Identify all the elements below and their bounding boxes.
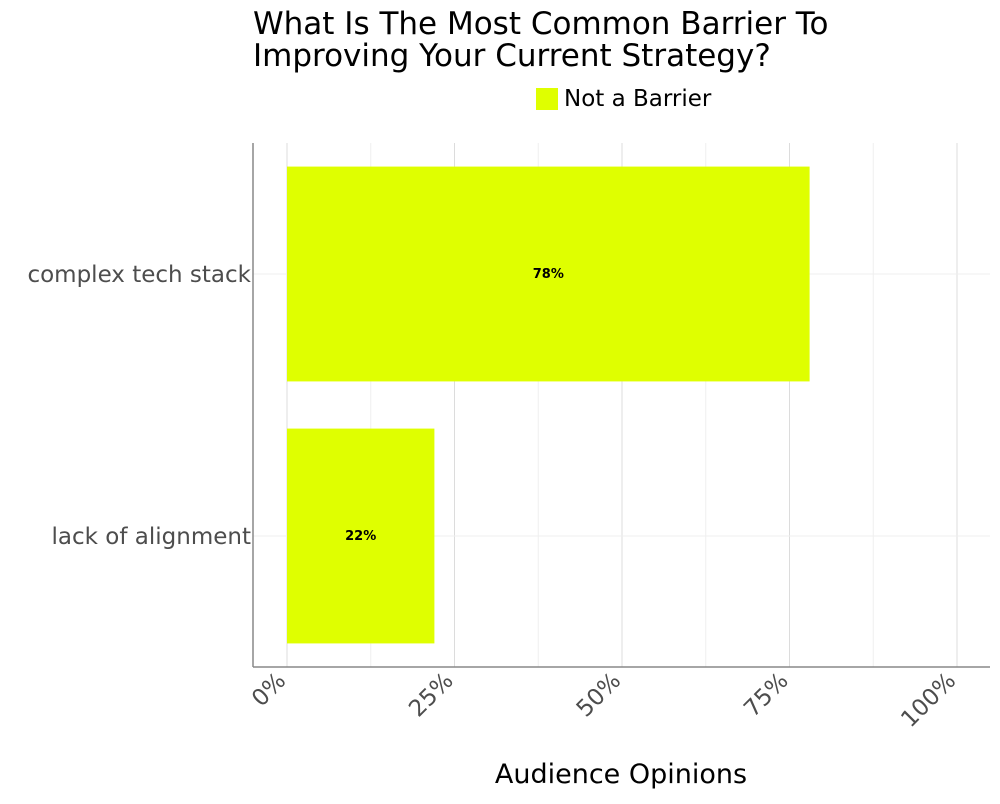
legend-label: Not a Barrier xyxy=(564,86,712,112)
x-tick-label: 50% xyxy=(572,668,627,723)
bar xyxy=(287,428,435,644)
x-tick-label: 0% xyxy=(247,668,291,712)
bar xyxy=(287,166,810,382)
x-tick-label: 25% xyxy=(404,668,459,723)
legend: Not a Barrier xyxy=(536,86,712,112)
x-axis-title: Audience Opinions xyxy=(495,759,747,790)
text-layer: What Is The Most Common Barrier To Impro… xyxy=(27,6,961,790)
y-tick-label: complex tech stack xyxy=(27,262,251,288)
chart-title-line-2: Improving Your Current Strategy? xyxy=(253,38,771,74)
axis-layer xyxy=(252,143,990,668)
bar-layer xyxy=(287,166,810,644)
chart-title-line-1: What Is The Most Common Barrier To xyxy=(253,6,828,42)
bar-data-label: 22% xyxy=(345,529,376,544)
bar-data-label: 78% xyxy=(533,267,564,282)
x-tick-label: 100% xyxy=(896,668,961,733)
y-tick-label: lack of alignment xyxy=(52,524,251,550)
x-tick-label: 75% xyxy=(739,668,794,723)
legend-swatch xyxy=(536,88,558,110)
